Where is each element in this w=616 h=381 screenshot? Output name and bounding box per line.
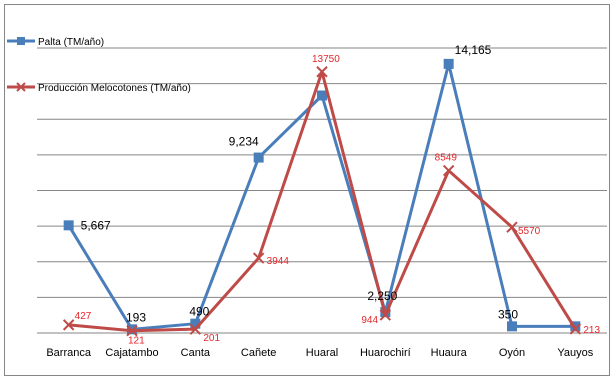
x-tick-label: Cañete <box>241 347 276 359</box>
data-label-palta: 9,234 <box>229 135 259 149</box>
data-point-palta <box>317 90 327 101</box>
data-label-melocotones: 427 <box>75 311 92 322</box>
data-point-melocotones <box>252 252 265 264</box>
data-label-melocotones: 201 <box>203 333 220 344</box>
x-tick-label: Oyón <box>499 347 525 359</box>
legend-label-melocotones: Producción Melocotones (TM/año) <box>38 83 191 94</box>
line-chart: Barranca Cajatambo Canta Cañete Huaral Huaroc… <box>7 37 607 359</box>
data-label-melocotones: 5570 <box>518 226 541 237</box>
data-point-melocotones <box>506 221 518 233</box>
data-point-melocotones <box>316 66 328 78</box>
data-label-palta: 193 <box>126 310 146 324</box>
data-point-palta <box>253 152 264 163</box>
legend-marker-palta <box>17 37 25 45</box>
series-layer <box>62 58 582 337</box>
legend: Palta (TM/año) Producción Melocotones (T… <box>7 37 191 94</box>
legend-label-palta: Palta (TM/año) <box>38 37 104 48</box>
series-line-1 <box>68 70 577 333</box>
data-point-melocotones <box>62 319 75 331</box>
data-label-melocotones: 121 <box>128 336 145 347</box>
x-axis-labels: Barranca Cajatambo Canta Cañete Huaral Huaroc… <box>46 347 593 359</box>
data-label-palta: 490 <box>189 305 209 319</box>
data-label-melocotones: 8549 <box>435 153 458 164</box>
gridlines <box>37 47 607 334</box>
data-point-melocotones <box>379 309 392 321</box>
x-tick-label: Barranca <box>46 347 92 359</box>
data-label-palta: 5,667 <box>81 218 111 232</box>
data-point-palta <box>443 58 454 69</box>
x-tick-label: Huaura <box>431 347 468 359</box>
data-label-melocotones: 3944 <box>267 256 290 267</box>
series-line-0 <box>67 62 576 331</box>
data-point-melocotones <box>569 323 582 335</box>
x-tick-label: Yauyos <box>557 347 593 359</box>
data-label-palta: 2,250 <box>367 289 397 303</box>
chart-frame: Barranca Cajatambo Canta Cañete Huaral Huaroc… <box>4 4 610 376</box>
data-label-melocotones: 944 <box>361 315 378 326</box>
data-label-melocotones: 213 <box>583 325 600 336</box>
data-point-melocotones <box>189 323 202 335</box>
data-label-melocotones: 13750 <box>312 54 340 65</box>
data-point-palta <box>63 220 74 231</box>
data-point-melocotones <box>442 164 455 177</box>
data-labels: 5,667 193 490 9,234 2,250 14,165 350 427 121 201 3… <box>75 43 601 347</box>
x-tick-label: Huarochirí <box>360 347 411 359</box>
data-label-palta: 14,165 <box>455 43 492 57</box>
data-point-palta <box>190 318 201 329</box>
data-point-palta <box>507 321 517 332</box>
x-tick-label: Cajatambo <box>105 347 158 359</box>
data-point-melocotones <box>126 324 138 337</box>
legend-marker-melocotones <box>16 82 26 92</box>
x-tick-label: Huaral <box>306 347 338 359</box>
x-tick-label: Canta <box>181 347 211 359</box>
data-label-palta: 350 <box>498 307 518 321</box>
